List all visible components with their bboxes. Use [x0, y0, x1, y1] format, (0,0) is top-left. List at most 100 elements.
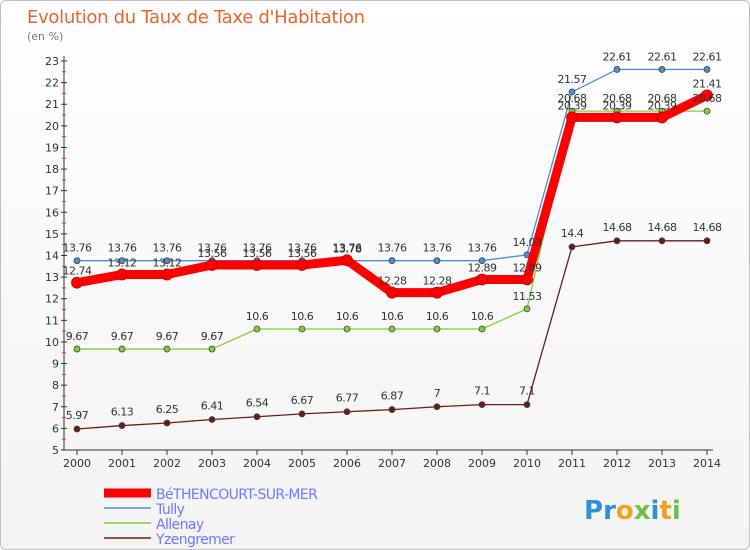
x-tick-label: 2011 [558, 457, 586, 470]
data-point [163, 345, 171, 353]
data-label: 20.68 [558, 92, 587, 105]
y-tick-label: 23 [45, 55, 59, 68]
data-point [386, 286, 398, 299]
data-point [161, 268, 173, 281]
data-point [701, 89, 713, 102]
legend-entry: Yzengremer [155, 532, 235, 548]
data-label: 14.68 [603, 221, 632, 234]
data-point [163, 257, 171, 265]
legend-entry: BéTHENCOURT-SUR-MER [156, 487, 318, 503]
data-point [118, 257, 126, 265]
y-tick-label: 10 [45, 336, 59, 349]
series-b-thencourt-sur-mer [71, 89, 713, 299]
x-tick-label: 2010 [513, 457, 541, 470]
y-tick-label: 5 [52, 444, 59, 457]
data-label: 12.28 [378, 275, 407, 288]
data-label: 11.53 [513, 290, 542, 303]
data-point [658, 66, 666, 73]
data-point [433, 403, 441, 411]
data-point [568, 88, 576, 96]
data-point [388, 325, 396, 333]
data-label: 6.87 [381, 390, 404, 403]
data-label: 22.61 [693, 50, 722, 63]
data-point [73, 425, 81, 433]
x-tick-label: 2005 [288, 457, 316, 470]
data-point [251, 259, 263, 271]
data-label: 10.6 [291, 310, 314, 323]
data-label: 13.12 [108, 257, 137, 270]
data-label: 13.76 [468, 242, 497, 255]
data-point [568, 243, 576, 251]
data-point [658, 237, 666, 245]
data-label: 7.1 [474, 385, 490, 398]
data-label: 9.67 [201, 330, 224, 343]
x-tick-label: 2012 [603, 457, 631, 470]
data-point [433, 325, 441, 333]
data-label: 6.67 [291, 394, 314, 407]
data-label: 13.78 [333, 242, 362, 255]
y-tick-label: 9 [52, 358, 59, 371]
data-point [71, 276, 83, 289]
data-label: 12.28 [423, 275, 452, 288]
data-label: 22.61 [603, 50, 632, 63]
data-point [523, 305, 531, 313]
data-point [566, 111, 578, 124]
data-point [478, 257, 486, 265]
x-tick-label: 2003 [198, 457, 226, 470]
data-label: 20.39 [648, 99, 677, 112]
y-tick-label: 8 [52, 379, 59, 392]
legend-entry: Tully [155, 502, 185, 518]
data-label: 12.89 [468, 261, 497, 274]
y-tick-label: 7 [52, 401, 59, 414]
data-label: 13.76 [423, 242, 452, 255]
legend: BéTHENCOURT-SUR-MERTullyAllenayYzengreme… [104, 487, 319, 548]
data-label: 12.89 [513, 261, 542, 274]
data-label: 13.12 [153, 257, 182, 270]
data-label: 10.6 [471, 310, 494, 323]
x-tick-label: 2004 [243, 457, 271, 470]
x-tick-label: 2001 [108, 457, 136, 470]
data-point [478, 401, 486, 409]
data-label: 6.54 [246, 397, 269, 410]
data-point [298, 325, 306, 333]
x-tick-label: 2007 [378, 457, 406, 470]
data-label: 22.61 [648, 50, 677, 63]
data-label: 9.67 [66, 330, 89, 343]
data-point [431, 286, 443, 299]
data-point [433, 257, 441, 265]
data-label: 13.76 [333, 242, 362, 255]
data-label: 13.76 [243, 242, 272, 255]
data-label: 14.68 [693, 221, 722, 234]
data-label: 20.39 [603, 99, 632, 112]
data-point [611, 111, 623, 124]
data-label: 10.6 [246, 310, 269, 323]
y-tick-label: 20 [45, 120, 59, 133]
chart-unit-label: (en %) [27, 30, 64, 43]
data-label: 12.74 [63, 265, 92, 278]
x-tick-label: 2014 [693, 457, 721, 470]
data-label: 10.6 [426, 310, 449, 323]
data-point [478, 325, 486, 333]
data-label: 13.76 [378, 242, 407, 255]
x-tick-label: 2006 [333, 457, 361, 470]
data-point [298, 410, 306, 418]
data-label: 13.76 [153, 242, 182, 255]
legend-entry: Allenay [156, 517, 204, 533]
data-point [118, 345, 126, 353]
data-point [208, 416, 216, 423]
y-tick-label: 16 [45, 206, 59, 219]
data-label: 9.67 [111, 330, 134, 343]
y-tick-label: 6 [52, 422, 59, 435]
proxiti-logo: Proxiti [584, 496, 681, 526]
data-point [343, 325, 351, 333]
y-tick-label: 19 [45, 141, 59, 154]
data-label: 7.1 [519, 385, 535, 398]
data-point [208, 345, 216, 353]
data-label: 6.25 [156, 403, 179, 416]
data-label: 9.67 [156, 330, 179, 343]
data-point [613, 66, 621, 73]
data-label: 5.97 [66, 409, 89, 422]
data-point [523, 401, 531, 409]
